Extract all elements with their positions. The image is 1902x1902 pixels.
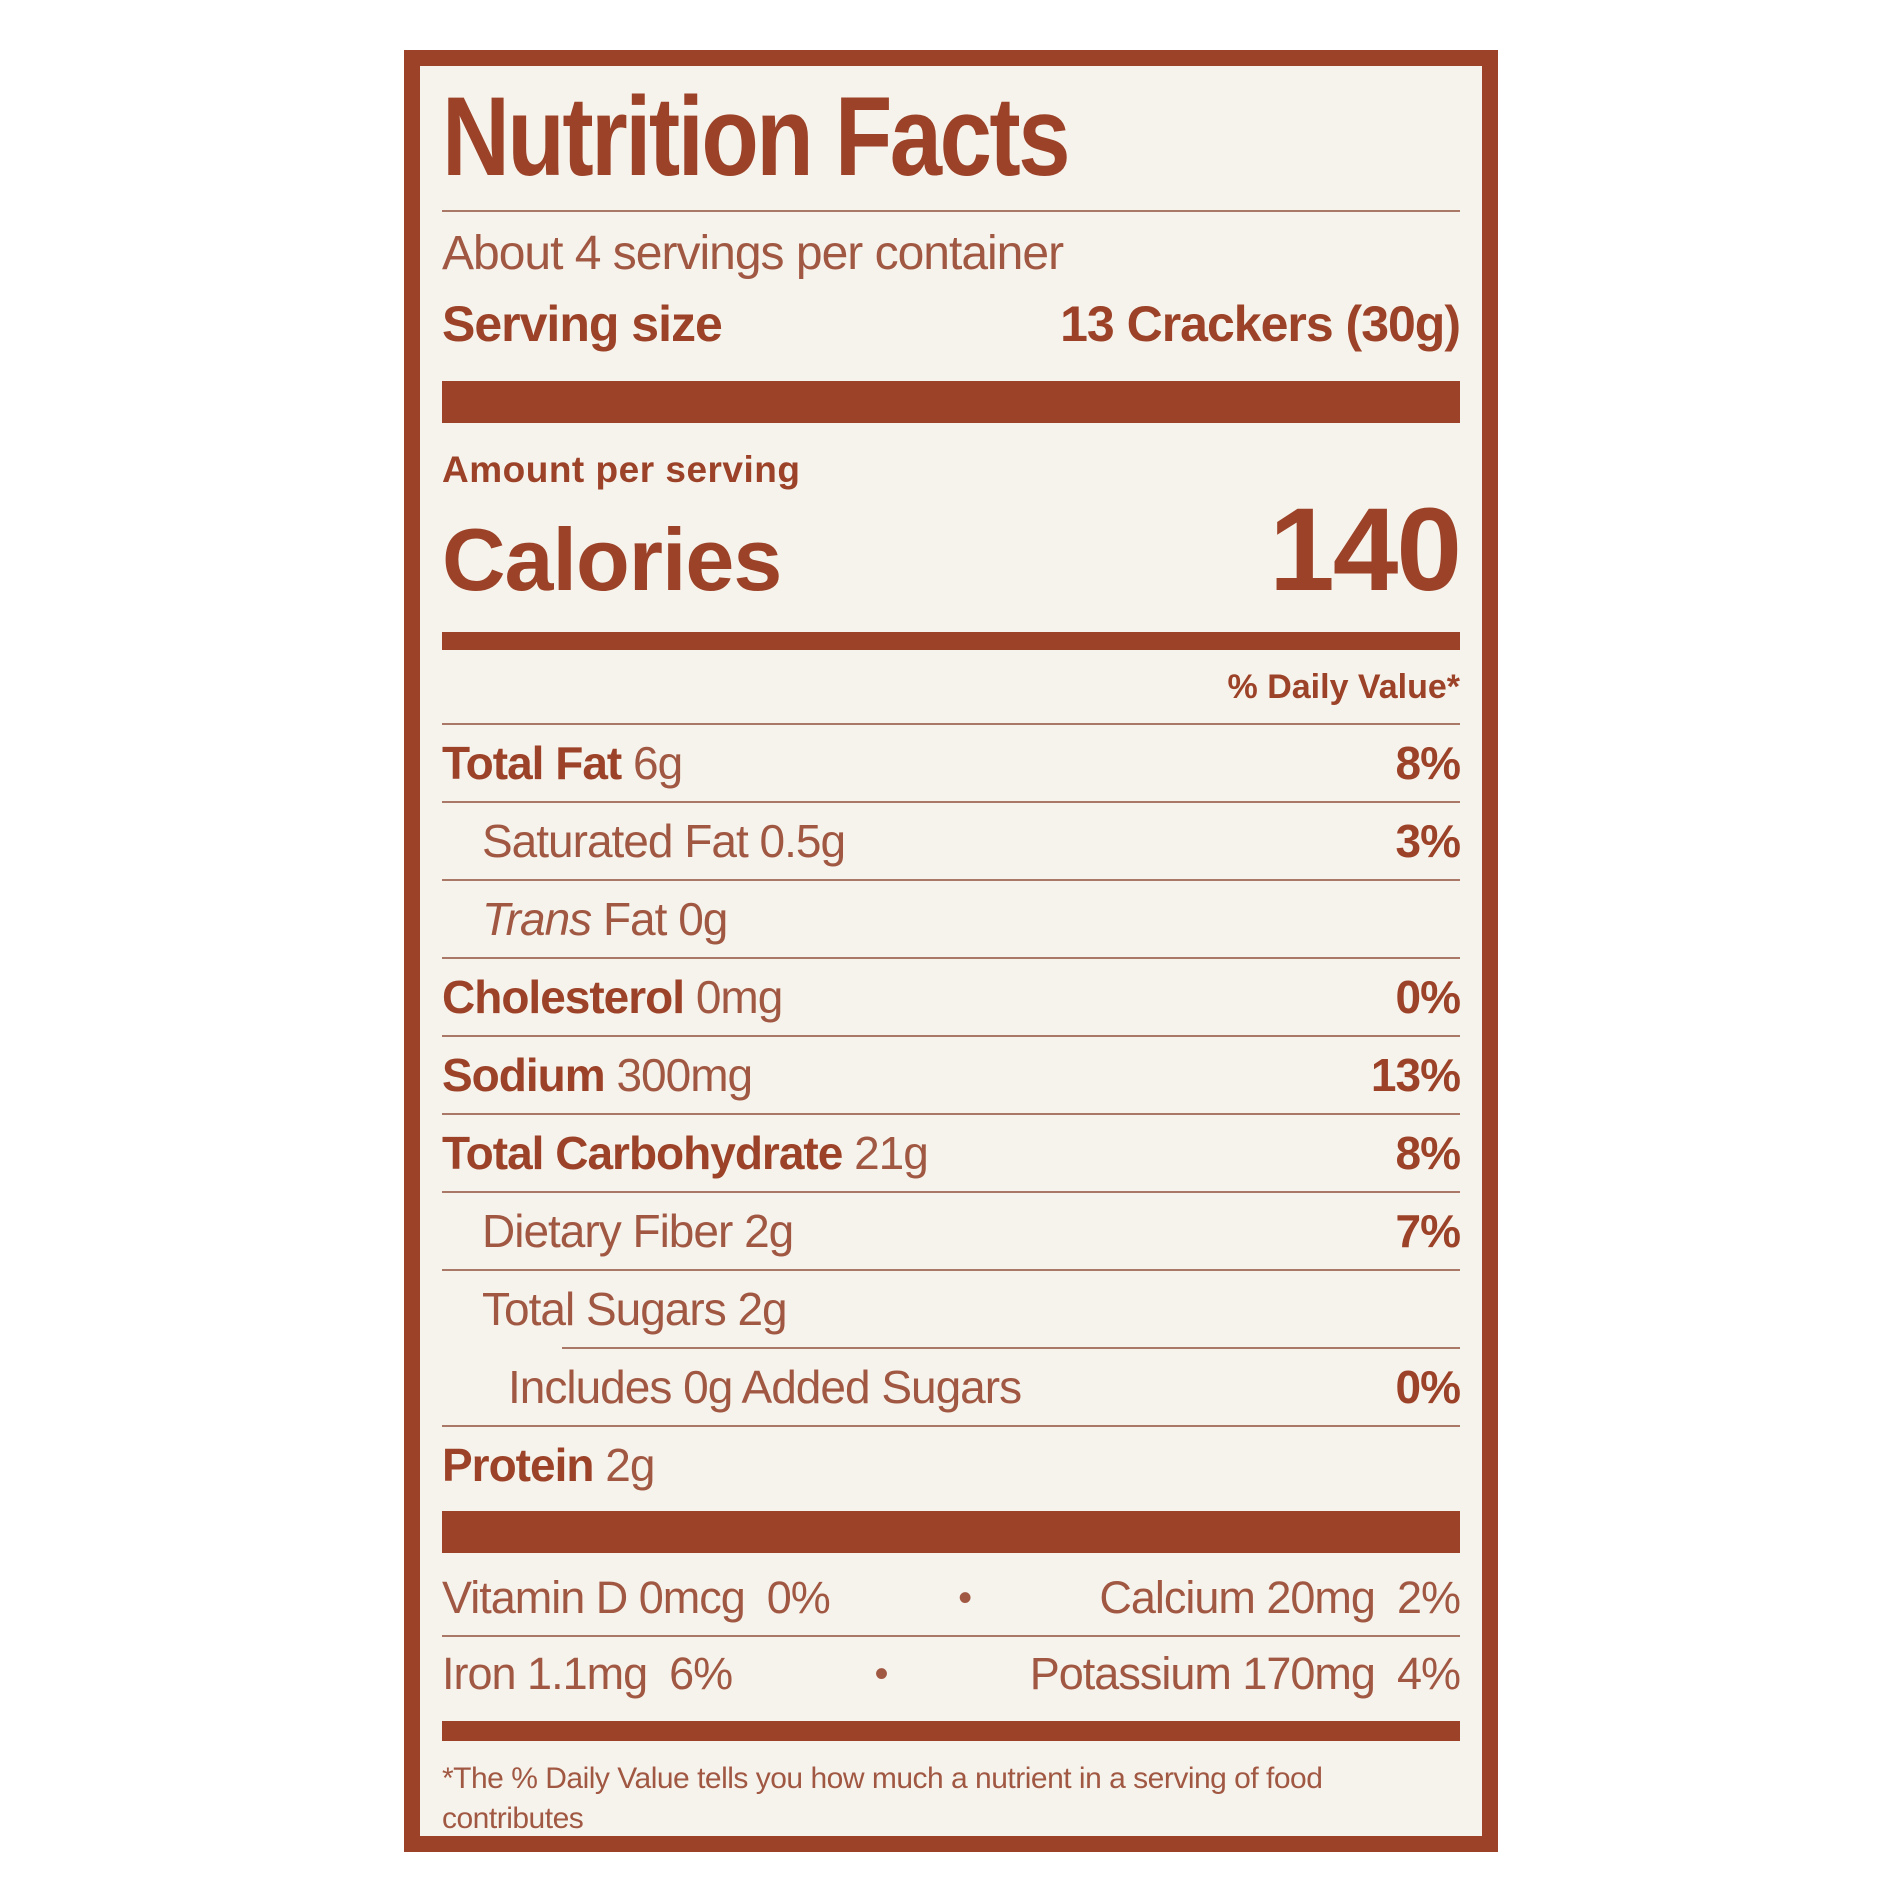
nutrient-amount: 6g (633, 737, 683, 790)
nutrient-dv: 8% (1395, 737, 1461, 790)
nutrient-name: Trans Fat 0g (482, 892, 728, 946)
serving-size-label: Serving size (442, 296, 723, 353)
serving-size-value: 13 Crackers (30g) (1060, 296, 1461, 353)
nutrient-row-saturated-fat: Saturated Fat 0.5g 3% (442, 803, 1461, 879)
nutrient-amount: 300mg (616, 1049, 753, 1102)
micronutrient-pct: 4% (1396, 1648, 1461, 1700)
divider-thick-bar (442, 381, 1460, 424)
divider-hairline (442, 723, 1460, 726)
label-content: Nutrition Facts About 4 servings per con… (420, 66, 1482, 1852)
divider-hairline (442, 1269, 1460, 1272)
label-title-text: Nutrition Facts (442, 74, 1071, 199)
nutrient-row-sodium: Sodium 300mg 13% (442, 1037, 1461, 1113)
nutrition-facts-label: Nutrition Facts About 4 servings per con… (404, 50, 1498, 1852)
nutrient-dv: 0% (1395, 971, 1461, 1024)
footnote-line-1: *The % Daily Value tells you how much a … (442, 1762, 1323, 1836)
micronutrient-right: Potassium 170mg 4% (1029, 1648, 1461, 1700)
nutrient-amount: 2g (605, 1439, 655, 1492)
divider-hairline-indented (562, 1347, 1460, 1350)
bullet-separator: • (874, 1651, 888, 1696)
nutrient-name: Protein 2g (442, 1438, 655, 1492)
nutrient-row-trans-fat: Trans Fat 0g (442, 881, 1460, 957)
micronutrient-pct: 2% (1396, 1572, 1461, 1624)
nutrient-name: Saturated Fat 0.5g (482, 814, 846, 868)
nutrient-row-total-carbohydrate: Total Carbohydrate 21g 8% (442, 1115, 1461, 1191)
micronutrient-name: Iron 1.1mg (442, 1648, 648, 1700)
nutrient-name-bold: Sodium (442, 1049, 617, 1102)
divider-thick-bar (442, 1511, 1460, 1554)
nutrient-row-total-fat: Total Fat 6g 8% (442, 725, 1461, 801)
nutrient-amount: 21g (854, 1127, 929, 1180)
nutrient-row-added-sugars: Includes 0g Added Sugars 0% (442, 1349, 1461, 1425)
serving-size-row: Serving size 13 Crackers (30g) (442, 295, 1461, 353)
nutrient-name: Total Carbohydrate 21g (442, 1126, 929, 1180)
nutrient-amount: Fat 0g (602, 893, 728, 946)
nutrient-amount: Saturated Fat 0.5g (482, 815, 846, 868)
calories-label: Calories (442, 510, 782, 610)
nutrient-row-dietary-fiber: Dietary Fiber 2g 7% (442, 1193, 1461, 1269)
daily-value-header: % Daily Value* (1227, 668, 1460, 707)
nutrient-name-bold: Protein (442, 1439, 606, 1492)
nutrient-name-italic: Trans (482, 893, 603, 946)
servings-per-container: About 4 servings per container (442, 227, 1064, 281)
micronutrient-left: Iron 1.1mg 6% (442, 1648, 733, 1700)
micronutrient-left: Vitamin D 0mcg 0% (442, 1572, 831, 1624)
daily-value-footnote: *The % Daily Value tells you how much a … (442, 1759, 1460, 1852)
nutrient-name: Cholesterol 0mg (442, 970, 783, 1024)
amount-per-serving: Amount per serving (442, 449, 801, 491)
footnote-line-2: to a daily diet. 2,000 calories a day is… (442, 1839, 1460, 1852)
nutrient-dv: 7% (1395, 1205, 1461, 1258)
divider-hairline (442, 1425, 1460, 1428)
micronutrient-name: Calcium 20mg (1099, 1572, 1376, 1624)
calories-value: 140 (1269, 484, 1462, 617)
nutrient-row-total-sugars: Total Sugars 2g (442, 1271, 1460, 1347)
micronutrient-name: Potassium 170mg (1029, 1648, 1376, 1700)
nutrient-row-protein: Protein 2g (442, 1427, 1460, 1503)
nutrient-dv: 8% (1395, 1127, 1461, 1180)
divider-hairline (442, 1113, 1460, 1116)
nutrient-name-bold: Total Carbohydrate (442, 1127, 855, 1180)
divider-medium-bar (442, 632, 1460, 651)
nutrient-row-cholesterol: Cholesterol 0mg 0% (442, 959, 1461, 1035)
label-title: Nutrition Facts (442, 74, 1460, 199)
nutrient-name: Includes 0g Added Sugars (508, 1360, 1022, 1414)
micronutrient-row-vitamin-d-calcium: Vitamin D 0mcg 0% • Calcium 20mg 2% (442, 1561, 1461, 1635)
calories-row: Calories 140 (442, 484, 1462, 617)
nutrient-amount: 0mg (695, 971, 783, 1024)
nutrient-name: Total Sugars 2g (482, 1282, 788, 1336)
bullet-separator: • (958, 1575, 972, 1620)
micronutrient-pct: 0% (766, 1572, 831, 1624)
divider-hairline (442, 957, 1460, 960)
nutrient-amount: Includes 0g Added Sugars (508, 1361, 1022, 1414)
divider-small-bar (442, 1721, 1460, 1742)
nutrient-name-bold: Total Fat (442, 737, 634, 790)
nutrient-dv: 0% (1395, 1361, 1461, 1414)
nutrient-name: Total Fat 6g (442, 736, 683, 790)
nutrient-name: Dietary Fiber 2g (482, 1204, 794, 1258)
nutrient-dv: 13% (1370, 1049, 1461, 1102)
divider-hairline (442, 879, 1460, 882)
nutrient-dv: 3% (1395, 815, 1461, 868)
nutrient-name: Sodium 300mg (442, 1048, 753, 1102)
divider-hairline (442, 210, 1460, 213)
micronutrient-pct: 6% (669, 1648, 733, 1700)
divider-hairline (442, 1191, 1460, 1194)
divider-hairline (442, 1035, 1460, 1038)
nutrient-amount: Total Sugars 2g (482, 1283, 788, 1336)
nutrient-amount: Dietary Fiber 2g (482, 1205, 794, 1258)
divider-hairline (442, 801, 1460, 804)
nutrient-name-bold: Cholesterol (442, 971, 696, 1024)
divider-hairline (442, 1635, 1460, 1638)
micronutrient-name: Vitamin D 0mcg (442, 1572, 746, 1624)
micronutrient-right: Calcium 20mg 2% (1099, 1572, 1461, 1624)
micronutrient-row-iron-potassium: Iron 1.1mg 6% • Potassium 170mg 4% (442, 1637, 1461, 1711)
